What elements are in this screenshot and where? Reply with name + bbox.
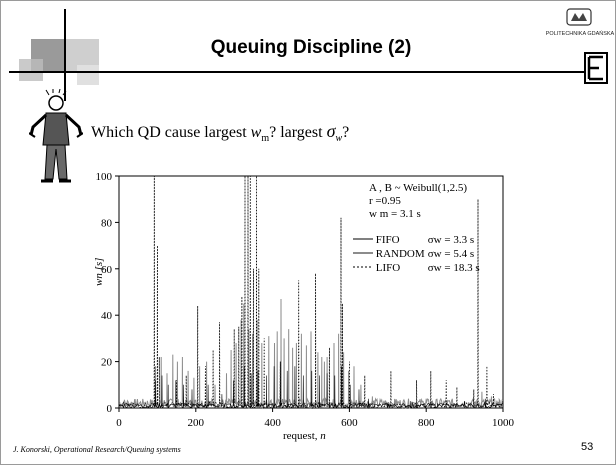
x-tick-label: 200 bbox=[188, 417, 205, 429]
x-axis-title-var: n bbox=[320, 430, 326, 442]
legend-row-fifo: FIFO σw = 3.3 s bbox=[353, 233, 480, 247]
deco-vertical-line bbox=[64, 9, 66, 101]
x-tick-label: 0 bbox=[116, 417, 122, 429]
legend-swatch-lifo bbox=[353, 266, 373, 268]
legend-row-random: RANDOM σw = 5.4 s bbox=[353, 247, 480, 261]
legend-label: FIFO bbox=[375, 234, 400, 246]
series-fifo-line bbox=[118, 361, 503, 410]
chart-annotations: A , B ~ Weibull(1,2.5) r =0.95 w m = 3.1… bbox=[369, 182, 467, 221]
legend-swatch-fifo bbox=[353, 238, 373, 240]
x-axis-title-text: request, bbox=[283, 430, 321, 442]
question-m: m bbox=[261, 133, 270, 145]
plot-frame bbox=[118, 175, 504, 409]
y-tick-label: 40 bbox=[101, 310, 113, 322]
y-tick-label: 60 bbox=[101, 264, 113, 276]
x-tick-label: 800 bbox=[418, 417, 435, 429]
question-text: Which QD cause largest wm? largest σw? bbox=[91, 121, 349, 144]
y-tick-label: 80 bbox=[101, 217, 113, 229]
footer-author: J. Konorski, Operational Research/Queuin… bbox=[13, 445, 181, 454]
title-rule bbox=[9, 71, 607, 73]
y-tick-label: 0 bbox=[107, 403, 113, 415]
university-logo bbox=[566, 8, 608, 84]
question-mid: ? largest bbox=[269, 124, 327, 141]
deco-square-faint bbox=[77, 65, 99, 85]
legend-row-lifo: LIFO σw = 18.3 s bbox=[353, 261, 480, 275]
legend-label: RANDOM bbox=[375, 248, 425, 260]
annotation-wm: w m = 3.1 s bbox=[369, 208, 421, 220]
annotation-distribution: A , B ~ Weibull(1,2.5) bbox=[369, 182, 468, 194]
legend-sigma: σw = 3.3 s bbox=[427, 234, 475, 246]
series-random-line bbox=[118, 298, 504, 410]
legend-sigma: σw = 5.4 s bbox=[427, 248, 475, 260]
slide-title: Queuing Discipline (2) bbox=[210, 37, 412, 58]
logo-text: POLITECHNIKA GDAŃSKA bbox=[545, 31, 615, 37]
confused-person-icon bbox=[29, 89, 83, 183]
question-start: Which QD cause largest bbox=[91, 124, 251, 141]
question-w: w bbox=[250, 124, 262, 141]
legend: FIFO σw = 3.3 s RANDOM σw = 5.4 s LIFO σw =… bbox=[353, 233, 480, 275]
annotation-rho: r =0.95 bbox=[369, 195, 401, 207]
legend-sigma: σw = 18.3 s bbox=[427, 262, 480, 274]
x-tick-label: 400 bbox=[264, 417, 281, 429]
question-end: ? bbox=[342, 124, 350, 141]
x-tick-label: 1000 bbox=[492, 417, 515, 429]
page-number: 53 bbox=[581, 441, 594, 453]
crest-icon bbox=[566, 8, 592, 26]
question-sigma: σ bbox=[326, 121, 336, 141]
y-tick-label: 100 bbox=[96, 171, 113, 183]
deco-square-gray bbox=[19, 59, 43, 81]
legend-swatch-random bbox=[353, 252, 373, 254]
series-lifo-line bbox=[118, 175, 504, 410]
y-tick-label: 20 bbox=[101, 357, 113, 369]
x-tick-label: 600 bbox=[341, 417, 358, 429]
legend-label: LIFO bbox=[375, 262, 401, 274]
x-axis-title: request, n bbox=[283, 430, 326, 442]
y-axis-title: wn [s] bbox=[93, 257, 105, 286]
question-sub-w: w bbox=[335, 133, 343, 145]
